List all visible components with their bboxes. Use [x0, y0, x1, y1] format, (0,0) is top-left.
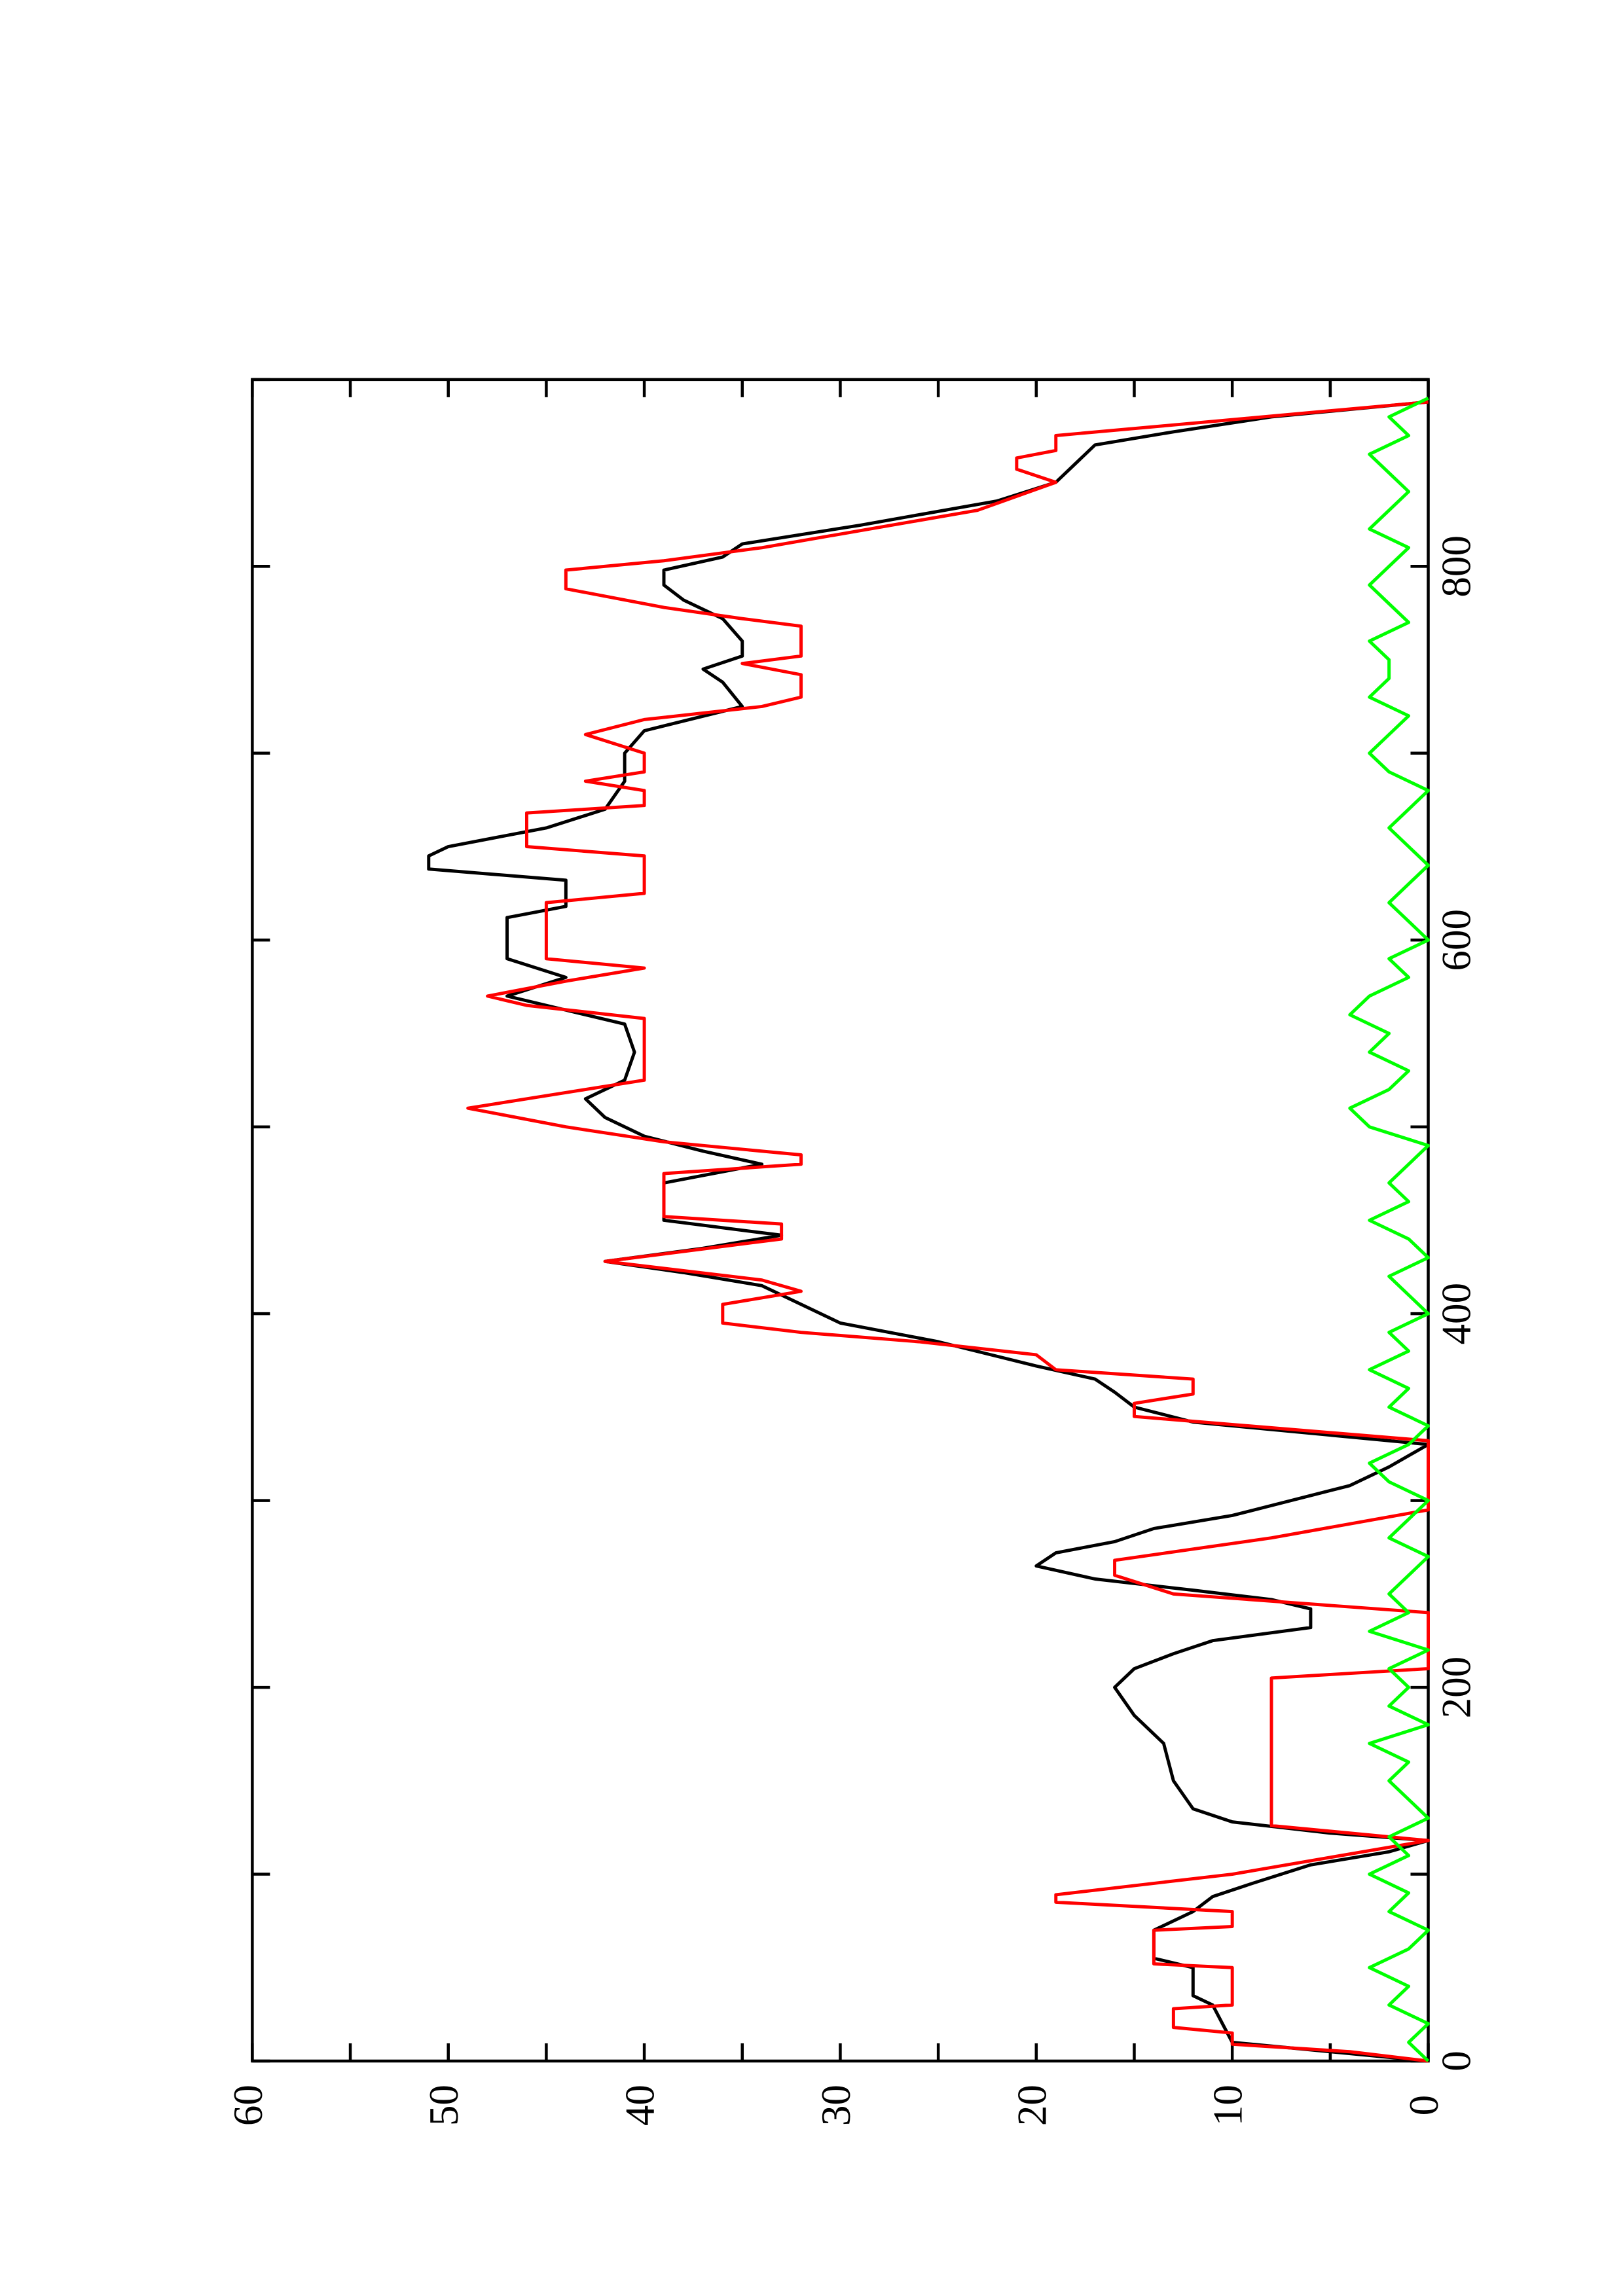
plot-frame — [251, 378, 1430, 2063]
x-tick-label: 400 — [1434, 1283, 1480, 1345]
data-line — [427, 400, 1430, 2063]
x-tick-label: 800 — [1434, 535, 1480, 598]
y-tick-label: 60 — [225, 2085, 271, 2126]
y-tick-label: 50 — [421, 2085, 467, 2126]
y-tick-label: 20 — [1009, 2085, 1055, 2126]
x-tick-label: 600 — [1434, 909, 1480, 971]
x-tick-label: 200 — [1434, 1657, 1480, 1719]
y-tick-label: 30 — [813, 2085, 859, 2126]
y-tick-label: 40 — [617, 2085, 663, 2126]
y-tick-label: 0 — [1401, 2095, 1447, 2116]
data-line — [1348, 397, 1430, 2062]
data-line — [466, 400, 1430, 2063]
x-tick-label: 0 — [1434, 2051, 1480, 2072]
y-tick-label: 10 — [1205, 2085, 1251, 2126]
